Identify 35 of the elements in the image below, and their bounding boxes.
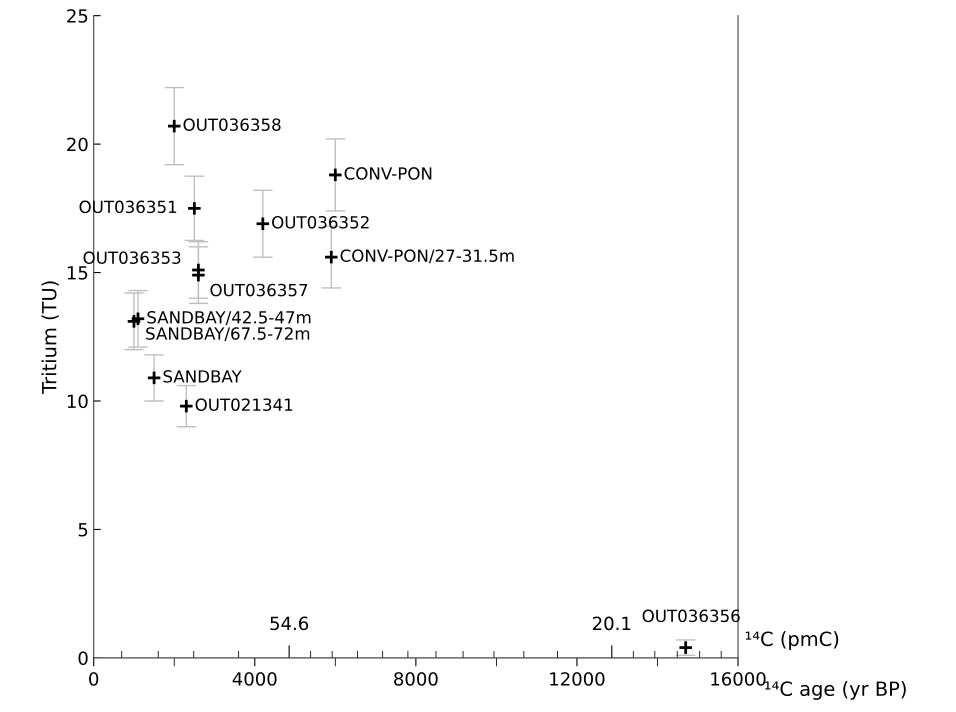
series-label: OUT036352 — [272, 216, 369, 229]
series-label: SANDBAY/67.5-72m — [146, 327, 310, 342]
x-tick-label: 0 — [89, 672, 98, 686]
x-tick-label: 8000 — [394, 672, 438, 686]
series-label: OUT036357 — [210, 284, 308, 296]
series-label: SANDBAY — [164, 370, 242, 383]
point — [328, 167, 343, 183]
point — [146, 370, 162, 386]
x2-axis-title: ¹⁴C (pmC) — [746, 631, 838, 650]
point — [186, 200, 202, 216]
point — [130, 311, 146, 326]
series-label: CONV-PON/27-31.5m — [340, 249, 514, 264]
x2-tick-label: 20.1 — [593, 616, 630, 630]
y-tick-label: 15 — [68, 266, 88, 280]
y-tick-label: 0 — [78, 651, 88, 666]
point — [166, 118, 182, 134]
x2-tick-label: 54.6 — [270, 616, 308, 630]
point — [126, 314, 142, 329]
y-tick-label: 5 — [78, 523, 88, 537]
x-axis-title: ¹⁴C age (yr BP) — [765, 681, 906, 700]
point — [678, 640, 694, 656]
point — [255, 216, 270, 232]
y-tick-label: 20 — [67, 138, 88, 152]
series-label: CONV-PON — [344, 167, 432, 180]
series-label: SANDBAY/42.5-47m — [147, 311, 310, 325]
y-tick-label: 25 — [67, 9, 88, 23]
x-tick-label: 16000 — [711, 672, 766, 686]
y-axis-title: Tritium (TU) — [41, 281, 59, 394]
series-label: OUT021341 — [196, 398, 292, 411]
point — [178, 398, 194, 414]
y-tick-label: 10 — [68, 394, 88, 408]
series-label: OUT036358 — [184, 118, 281, 131]
x-tick-label: 4000 — [232, 672, 277, 686]
x-tick-label: 12000 — [550, 672, 604, 686]
point — [324, 250, 339, 265]
